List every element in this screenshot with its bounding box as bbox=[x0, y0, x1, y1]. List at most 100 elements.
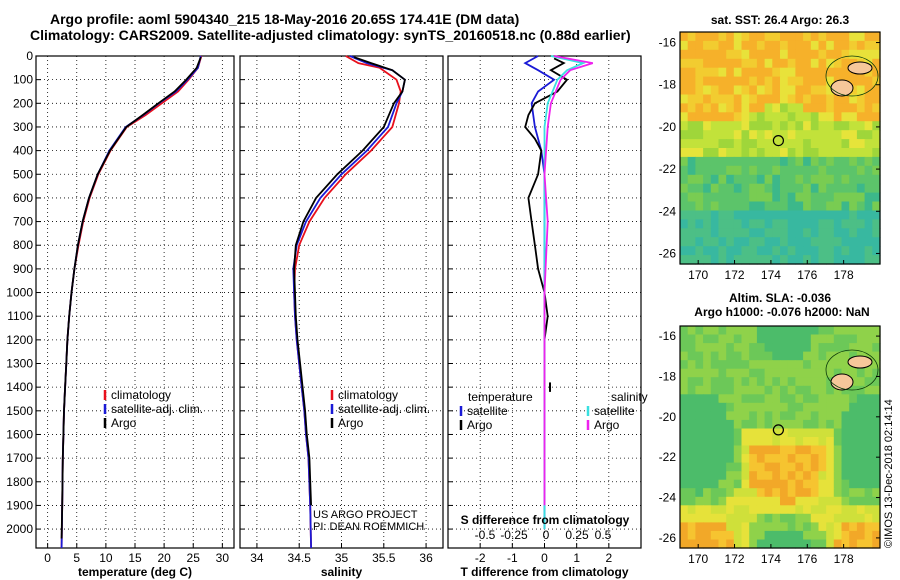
sst_map-cell bbox=[695, 139, 704, 149]
sst_map-cell bbox=[810, 32, 820, 42]
sst_map-cell bbox=[680, 210, 689, 220]
sla_map-cell bbox=[864, 368, 873, 378]
sst_map-cell bbox=[764, 49, 773, 60]
sst_map-cell bbox=[803, 219, 812, 229]
sst_map-cell bbox=[780, 219, 789, 229]
sst_map-cell bbox=[849, 121, 858, 131]
sst_map-cell bbox=[687, 237, 696, 247]
sla_map-cell bbox=[733, 394, 743, 404]
sla_map-cell bbox=[818, 334, 827, 344]
sla_map-cell bbox=[795, 326, 804, 336]
sla_map-cell bbox=[818, 539, 827, 549]
sla_map-cell bbox=[718, 326, 727, 336]
sla_map-cell bbox=[749, 530, 758, 540]
sla_map-cell bbox=[741, 496, 750, 506]
sst_map-cell bbox=[741, 139, 750, 149]
sla_map-cell bbox=[818, 411, 827, 421]
sst_map-cell bbox=[872, 255, 881, 265]
sst_map-cell bbox=[826, 130, 835, 140]
temperature-series-0 bbox=[60, 55, 203, 549]
sst_map-cell bbox=[756, 76, 766, 87]
sst_map-cell bbox=[826, 148, 835, 158]
sla_map-cell bbox=[756, 437, 766, 447]
sst_map-cell bbox=[718, 121, 727, 131]
sla_map-cell bbox=[787, 411, 796, 421]
temperature-series-1 bbox=[60, 55, 202, 549]
sla_map-cell bbox=[818, 419, 827, 429]
sst_map-cell bbox=[818, 237, 827, 247]
sst_map-cell bbox=[756, 130, 766, 140]
sla_map-cell bbox=[849, 505, 858, 515]
sst_map-cell bbox=[687, 130, 696, 140]
sst_map-cell bbox=[856, 40, 866, 51]
sla_map-cell bbox=[826, 513, 835, 523]
sla_map-cell bbox=[864, 513, 873, 523]
sst_map-cell bbox=[680, 112, 689, 122]
sst_map-cell bbox=[787, 139, 796, 149]
sla_map-cell bbox=[741, 505, 750, 515]
sst_map-cell bbox=[718, 219, 727, 229]
sla_map-cell bbox=[849, 471, 858, 481]
sla_map-cell bbox=[826, 411, 835, 421]
sst_map-cell bbox=[849, 148, 858, 158]
sla_map-cell bbox=[849, 496, 858, 506]
sla_map-cell bbox=[726, 437, 735, 447]
sst_map-cell bbox=[764, 67, 773, 78]
sla_map-cell bbox=[718, 488, 727, 498]
sla_map-cell bbox=[803, 513, 812, 523]
sst_map-cell bbox=[703, 76, 712, 87]
sla_map-cell bbox=[872, 343, 881, 353]
sst_map-cell bbox=[787, 219, 796, 229]
sla_map-cell bbox=[803, 394, 812, 404]
sla_map-cell bbox=[764, 343, 773, 353]
sla_map-cell bbox=[680, 385, 689, 395]
sst_map-cell bbox=[872, 130, 881, 140]
sla_map-cell bbox=[795, 368, 804, 378]
sla_map-cell bbox=[764, 428, 773, 438]
sst_map-cell bbox=[787, 156, 796, 167]
sla_map-cell bbox=[849, 479, 858, 489]
sla_map-cell bbox=[741, 326, 750, 336]
sst_map-cell bbox=[772, 210, 781, 220]
sla_map-cell bbox=[703, 351, 712, 361]
sla_map-cell bbox=[703, 402, 712, 412]
sla_map-cell bbox=[733, 488, 743, 498]
sst_map-cell bbox=[856, 139, 866, 149]
sla_map-cell bbox=[687, 402, 696, 412]
sst_map-cell bbox=[710, 192, 720, 203]
sla_map-cell bbox=[787, 462, 796, 472]
sla_map-cell bbox=[680, 454, 689, 464]
sla_map-cell bbox=[764, 368, 773, 378]
sst_map-cell bbox=[841, 165, 850, 176]
sla_map-cell bbox=[710, 419, 720, 429]
sst_map-cell bbox=[872, 67, 881, 78]
sst_map-cell bbox=[703, 165, 712, 176]
sst_map-cell bbox=[833, 237, 843, 247]
sst_map-cell bbox=[841, 228, 850, 238]
sla_map-cell bbox=[864, 351, 873, 361]
sst_map-cell bbox=[818, 76, 827, 87]
sst_map-cell bbox=[733, 139, 743, 149]
sst_map-cell bbox=[680, 94, 689, 104]
sst_map-cell bbox=[733, 58, 743, 69]
sla_map-cell bbox=[749, 334, 758, 344]
sst_map-cell bbox=[826, 156, 835, 167]
sla_map-cell bbox=[756, 462, 766, 472]
sla_map-cell bbox=[826, 326, 835, 336]
sla_map-cell bbox=[695, 402, 704, 412]
difference-xlabel: T difference from climatology bbox=[460, 565, 628, 579]
sst_map-cell bbox=[864, 112, 873, 122]
sst_map-cell bbox=[818, 85, 827, 95]
sla_map-cell bbox=[764, 385, 773, 395]
sla_map-cell bbox=[833, 411, 843, 421]
sla_map-cell bbox=[710, 402, 720, 412]
sla_map-cell bbox=[810, 351, 820, 361]
sla_map-cell bbox=[818, 479, 827, 489]
sst_map-cell bbox=[718, 201, 727, 211]
sst_map-cell bbox=[864, 183, 873, 194]
sst_map-cell bbox=[718, 130, 727, 140]
sla_map-cell bbox=[872, 377, 881, 387]
sla_map-cell bbox=[849, 454, 858, 464]
sst_map-cell bbox=[726, 183, 735, 194]
sst_map-cell bbox=[703, 228, 712, 238]
